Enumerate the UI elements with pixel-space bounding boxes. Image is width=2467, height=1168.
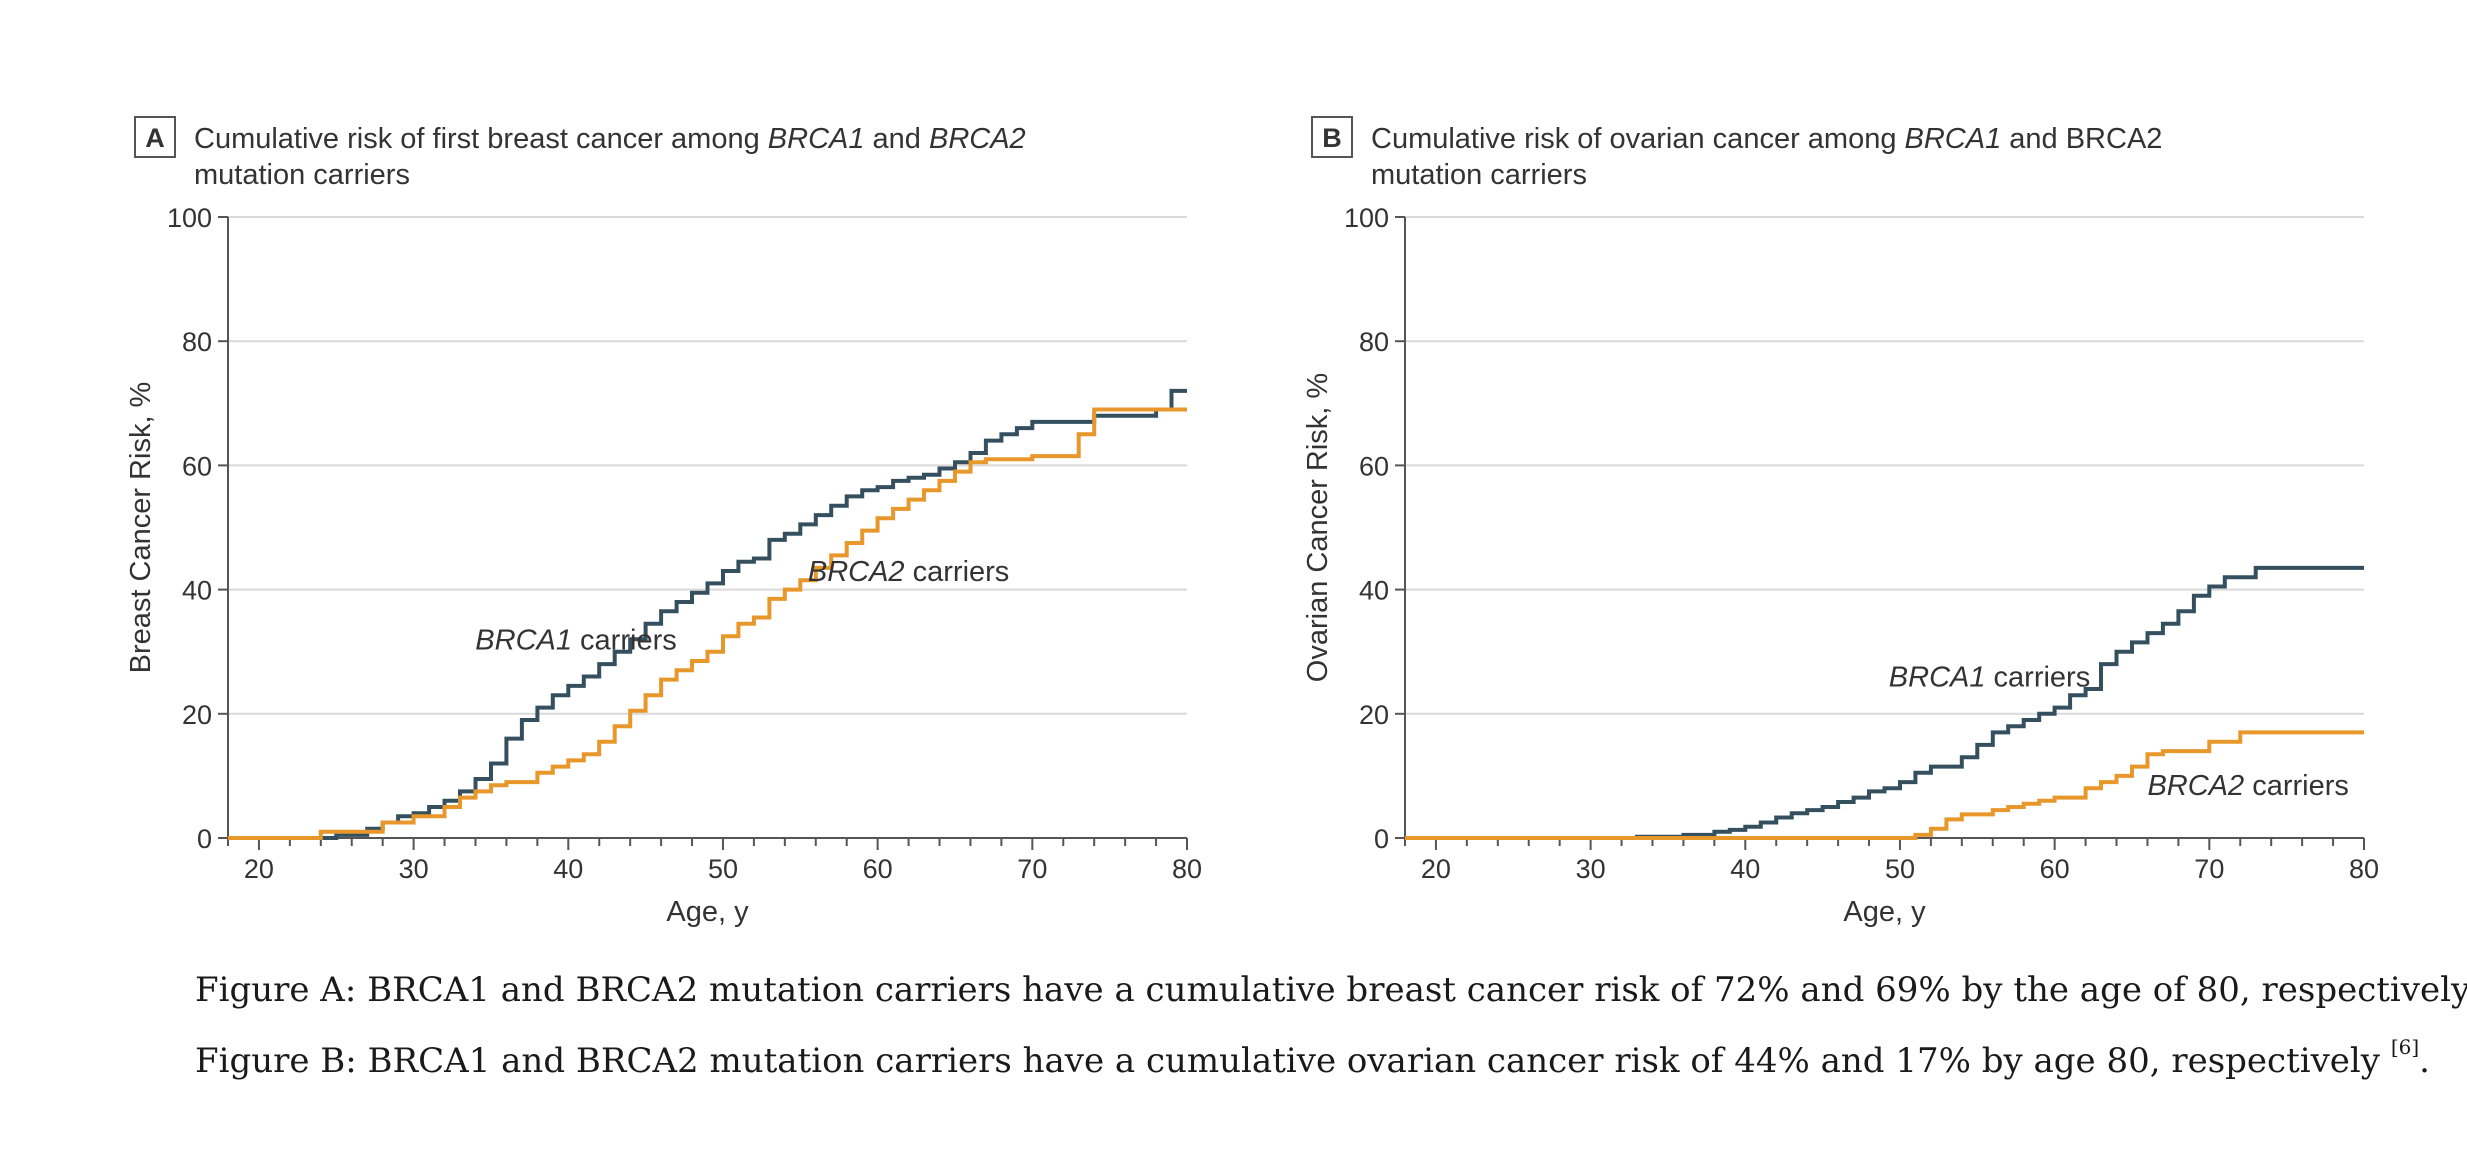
- series-line-a-brca2: [228, 407, 1187, 840]
- y-axis-label-a: Breast Cancer Risk, %: [125, 382, 157, 674]
- y-tick-label-b-20: 20: [1359, 700, 1389, 730]
- series-label-suffix-b-0: carriers: [1985, 662, 2090, 694]
- caption-reference: [6]: [2390, 1035, 2420, 1059]
- y-tick-label-b-80: 80: [1359, 327, 1389, 357]
- caption-line-b: Figure B: BRCA1 and BRCA2 mutation carri…: [195, 1035, 2430, 1081]
- series-label-suffix-a-0: carriers: [572, 624, 677, 656]
- x-tick-label-b-40: 40: [1730, 854, 1760, 884]
- panel-label-a: A: [145, 123, 165, 153]
- chart-title-b-part-1: BRCA1: [1905, 123, 2002, 155]
- caption-text-a: Figure A: BRCA1 and BRCA2 mutation carri…: [195, 970, 2467, 1010]
- y-tick-label-b-100: 100: [1344, 203, 1389, 233]
- panel-b: B Cumulative risk of ovarian cancer among…: [1302, 116, 2379, 928]
- chart-title-a-part-1: BRCA1: [768, 123, 865, 155]
- panel-label-b: B: [1322, 123, 1342, 153]
- series-label-name-a-1: BRCA2: [808, 556, 905, 588]
- x-tick-label-a-40: 40: [553, 854, 583, 884]
- series-line-b-brca2: [1405, 730, 2364, 840]
- x-tick-label-a-50: 50: [708, 854, 738, 884]
- chart-title-b-part-2: and BRCA2: [2001, 123, 2162, 155]
- x-tick-label-b-70: 70: [2194, 854, 2224, 884]
- y-tick-label-b-40: 40: [1359, 576, 1389, 606]
- y-tick-label-b-60: 60: [1359, 451, 1389, 481]
- series-label-name-b-1: BRCA2: [2147, 770, 2244, 802]
- series-label-name-b-0: BRCA1: [1889, 662, 1986, 694]
- x-tick-label-a-30: 30: [399, 854, 429, 884]
- chart-title-b-line2: mutation carriers: [1371, 159, 1587, 191]
- series-line-b-brca1: [1405, 565, 2364, 840]
- y-tick-label-a-0: 0: [197, 824, 212, 854]
- series-label-b-brca2: BRCA2 carriers: [2147, 770, 2348, 802]
- panel-a: A Cumulative risk of first breast cancer …: [125, 116, 1202, 928]
- caption-line-a: Figure A: BRCA1 and BRCA2 mutation carri…: [195, 970, 2467, 1010]
- x-tick-label-a-70: 70: [1017, 854, 1047, 884]
- caption-period: .: [2419, 1041, 2430, 1081]
- y-tick-label-a-20: 20: [182, 700, 212, 730]
- x-axis-label-a: Age, y: [666, 896, 749, 928]
- y-tick-label-a-40: 40: [182, 576, 212, 606]
- series-label-suffix-b-1: carriers: [2244, 770, 2349, 802]
- chart-title-a-line2: mutation carriers: [194, 159, 410, 191]
- series-label-suffix-a-1: carriers: [905, 556, 1010, 588]
- x-axis-label-b: Age, y: [1843, 896, 1926, 928]
- y-tick-label-a-100: 100: [167, 203, 212, 233]
- chart-title-a-part-2: and: [864, 123, 929, 155]
- y-axis-label-b: Ovarian Cancer Risk, %: [1302, 373, 1334, 682]
- y-tick-label-b-0: 0: [1374, 824, 1389, 854]
- x-tick-label-a-60: 60: [863, 854, 893, 884]
- x-tick-label-a-80: 80: [1172, 854, 1202, 884]
- x-tick-label-b-50: 50: [1885, 854, 1915, 884]
- chart-title-b-part-0: Cumulative risk of ovarian cancer among: [1371, 123, 1905, 155]
- caption-text-b: Figure B: BRCA1 and BRCA2 mutation carri…: [195, 1041, 2391, 1081]
- series-label-b-brca1: BRCA1 carriers: [1889, 662, 2090, 694]
- y-tick-label-a-80: 80: [182, 327, 212, 357]
- chart-title-a-part-0: Cumulative risk of first breast cancer a…: [194, 123, 768, 155]
- panel-label-box-b: [1311, 116, 1353, 158]
- x-tick-label-b-60: 60: [2040, 854, 2070, 884]
- chart-title-b: Cumulative risk of ovarian cancer among …: [1371, 123, 2162, 155]
- x-tick-label-a-20: 20: [244, 854, 274, 884]
- x-tick-label-b-20: 20: [1421, 854, 1451, 884]
- series-label-a-brca1: BRCA1 carriers: [475, 624, 676, 656]
- series-label-a-brca2: BRCA2 carriers: [808, 556, 1009, 588]
- x-tick-label-b-80: 80: [2349, 854, 2379, 884]
- chart-title-a-part-3: BRCA2: [929, 123, 1026, 155]
- panel-label-box-a: [134, 116, 176, 158]
- x-tick-label-b-30: 30: [1576, 854, 1606, 884]
- series-label-name-a-0: BRCA1: [475, 624, 572, 656]
- chart-title-a: Cumulative risk of first breast cancer a…: [194, 123, 1026, 155]
- series-line-a-brca1: [228, 388, 1187, 840]
- y-tick-label-a-60: 60: [182, 451, 212, 481]
